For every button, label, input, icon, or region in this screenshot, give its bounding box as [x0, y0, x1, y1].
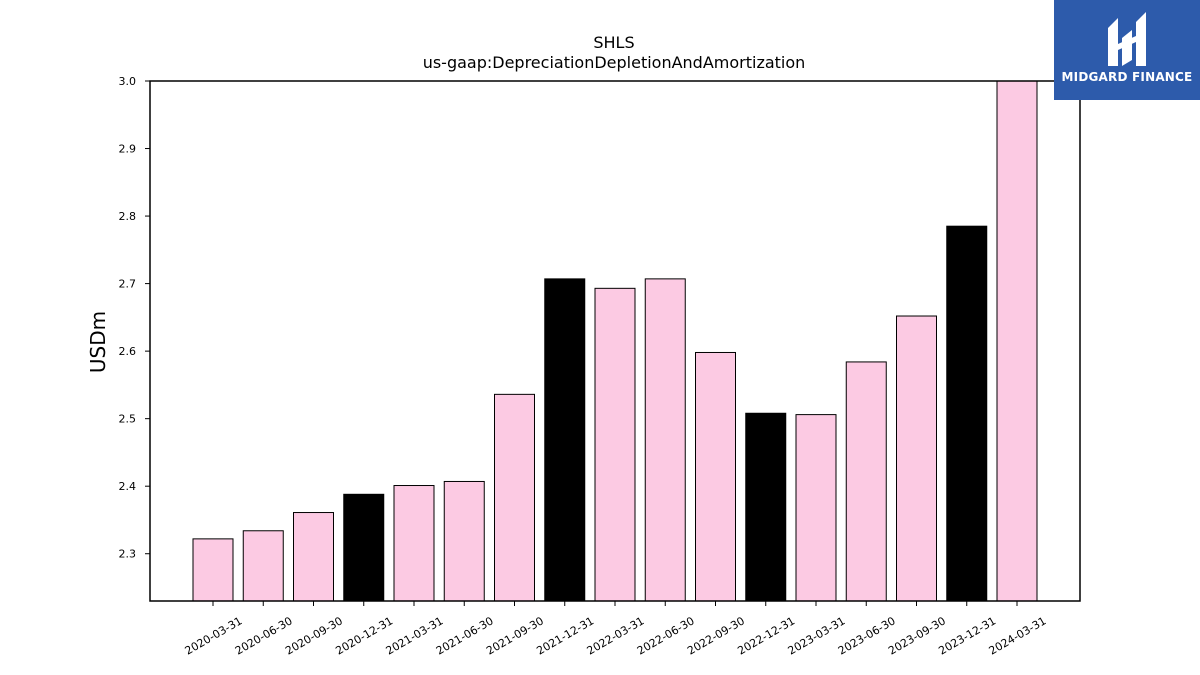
bar-2022-12-31 — [745, 412, 787, 602]
y-tick-label: 2.6 — [119, 345, 137, 358]
y-axis-label: USDm — [86, 311, 110, 373]
bar-2022-06-30 — [644, 278, 686, 602]
bar-2020-06-30 — [242, 530, 284, 602]
y-tick-label: 2.8 — [119, 210, 137, 223]
bars-layer — [192, 80, 1038, 602]
y-tick-label: 2.5 — [119, 413, 137, 426]
bar-2023-12-31 — [946, 225, 988, 602]
bar-2023-03-31 — [795, 414, 837, 602]
bar-2022-03-31 — [594, 287, 636, 602]
bar-2021-09-30 — [494, 393, 535, 602]
y-tick-label: 2.4 — [119, 480, 137, 493]
bar-2021-03-31 — [393, 485, 435, 602]
y-tick-label: 2.9 — [119, 143, 137, 156]
bar-2022-09-30 — [695, 351, 736, 602]
y-tick-label: 3.0 — [119, 75, 137, 88]
logo-badge: MIDGARD FINANCE — [1054, 0, 1200, 100]
bar-2021-12-31 — [544, 278, 586, 602]
x-tick-label: 2024-03-31 — [987, 614, 1049, 657]
bar-2020-03-31 — [192, 538, 234, 602]
bar-2024-03-31 — [996, 80, 1038, 602]
y-tick-label: 2.3 — [119, 548, 137, 561]
logo-text: MIDGARD FINANCE — [1061, 70, 1193, 84]
bar-2023-09-30 — [896, 315, 937, 602]
y-tick-label: 2.7 — [119, 278, 137, 291]
bar-2023-06-30 — [845, 361, 887, 602]
chart-title: SHLS — [593, 33, 634, 52]
chart-subtitle: us-gaap:DepreciationDepletionAndAmortiza… — [423, 53, 806, 72]
midgard-finance-logo-icon — [1108, 12, 1146, 66]
bar-2020-12-31 — [343, 493, 385, 602]
bar-2021-06-30 — [443, 480, 485, 602]
bar-2020-09-30 — [293, 512, 334, 602]
